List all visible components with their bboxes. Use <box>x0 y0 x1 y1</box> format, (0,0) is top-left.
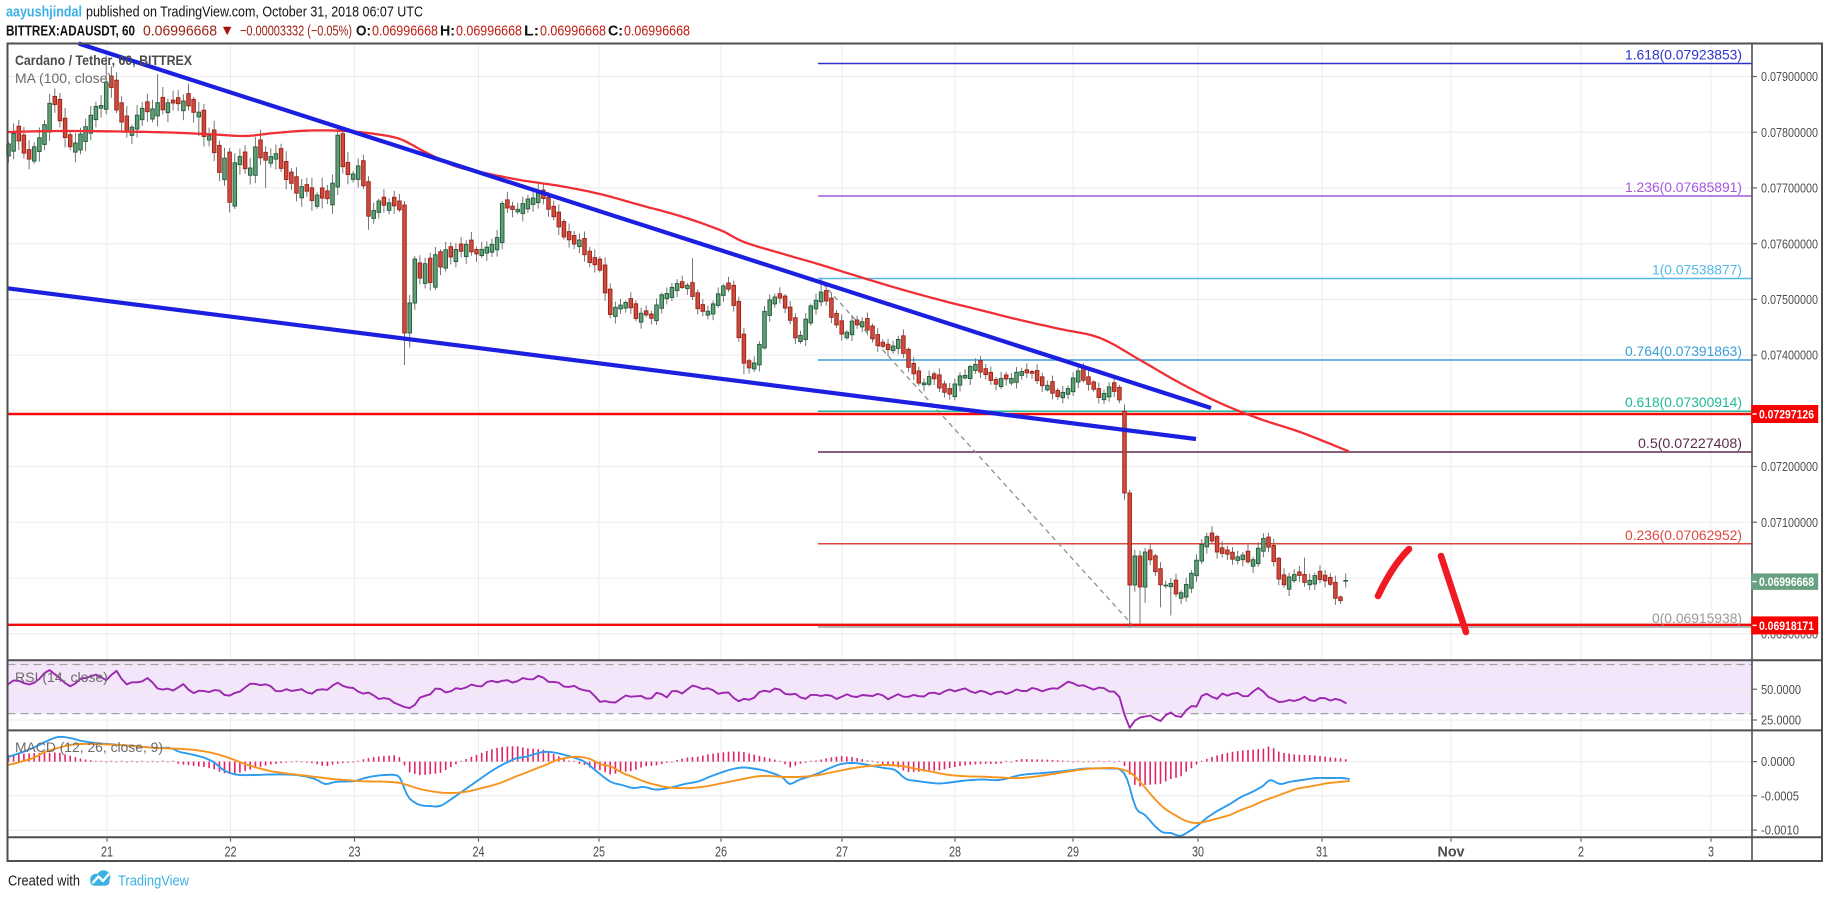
svg-text:0.07900000: 0.07900000 <box>1761 69 1818 84</box>
svg-text:0.0000: 0.0000 <box>1761 754 1795 769</box>
svg-text:H:: H: <box>440 24 455 40</box>
svg-text:30: 30 <box>1192 845 1204 861</box>
svg-text:50.0000: 50.0000 <box>1761 682 1801 697</box>
svg-text:0.07700000: 0.07700000 <box>1761 181 1818 196</box>
svg-text:C:: C: <box>608 24 623 40</box>
svg-text:25.0000: 25.0000 <box>1761 713 1801 728</box>
svg-text:1.236(0.07685891): 1.236(0.07685891) <box>1625 180 1742 196</box>
svg-text:-0.0010: -0.0010 <box>1761 823 1799 838</box>
svg-text:0.06996668: 0.06996668 <box>1759 575 1814 589</box>
svg-text:0.07800000: 0.07800000 <box>1761 125 1818 140</box>
svg-text:0.06996668: 0.06996668 <box>540 24 606 40</box>
svg-text:24: 24 <box>473 845 485 861</box>
svg-text:3: 3 <box>1708 845 1714 861</box>
svg-text:0.5(0.07227408): 0.5(0.07227408) <box>1638 436 1742 452</box>
svg-text:Created with: Created with <box>8 874 80 890</box>
svg-text:0.06996668: 0.06996668 <box>143 24 217 40</box>
svg-text:1.618(0.07923853): 1.618(0.07923853) <box>1625 48 1742 64</box>
svg-text:0.07100000: 0.07100000 <box>1761 515 1818 530</box>
svg-text:0.06996668: 0.06996668 <box>372 24 438 40</box>
svg-text:published on TradingView.com,: published on TradingView.com, October 31… <box>86 5 423 21</box>
svg-text:−0.00003332 (−0.05%): −0.00003332 (−0.05%) <box>240 24 352 40</box>
svg-text:0.764(0.07391863): 0.764(0.07391863) <box>1625 344 1742 360</box>
svg-text:Cardano / Tether, 60, BITTREX: Cardano / Tether, 60, BITTREX <box>15 53 193 68</box>
svg-text:29: 29 <box>1067 845 1079 861</box>
svg-text:-0.0005: -0.0005 <box>1761 788 1799 803</box>
svg-text:2: 2 <box>1578 845 1584 861</box>
svg-text:0.236(0.07062952): 0.236(0.07062952) <box>1625 528 1742 544</box>
svg-text:31: 31 <box>1316 845 1328 861</box>
svg-text:21: 21 <box>101 845 113 861</box>
svg-text:0.06996668: 0.06996668 <box>456 24 522 40</box>
svg-text:L:: L: <box>524 24 539 40</box>
svg-text:28: 28 <box>949 845 961 861</box>
svg-text:MACD (12, 26, close, 9): MACD (12, 26, close, 9) <box>15 740 163 755</box>
svg-text:26: 26 <box>715 845 727 861</box>
svg-text:▼: ▼ <box>220 23 234 39</box>
svg-text:22: 22 <box>225 845 237 861</box>
svg-text:0.07297126: 0.07297126 <box>1759 407 1814 421</box>
svg-text:0.07500000: 0.07500000 <box>1761 292 1818 307</box>
svg-text:23: 23 <box>349 845 361 861</box>
svg-text:Nov: Nov <box>1438 845 1465 861</box>
svg-text:0.618(0.07300914): 0.618(0.07300914) <box>1625 395 1742 411</box>
svg-text:0(0.06915938): 0(0.06915938) <box>1652 611 1742 627</box>
svg-text:aayushjindal: aayushjindal <box>6 5 82 21</box>
svg-text:25: 25 <box>593 845 605 861</box>
svg-text:0.07400000: 0.07400000 <box>1761 348 1818 363</box>
svg-text:MA (100, close): MA (100, close) <box>15 71 112 86</box>
svg-text:27: 27 <box>836 845 848 861</box>
svg-text:O:: O: <box>356 24 371 40</box>
svg-text:BITTREX:ADAUSDT, 60: BITTREX:ADAUSDT, 60 <box>6 24 135 40</box>
svg-text:1(0.07538877): 1(0.07538877) <box>1652 263 1742 279</box>
svg-text:0.07600000: 0.07600000 <box>1761 236 1818 251</box>
svg-text:0.07200000: 0.07200000 <box>1761 459 1818 474</box>
svg-text:TradingView: TradingView <box>118 873 189 890</box>
svg-text:0.06996668: 0.06996668 <box>624 24 690 40</box>
svg-text:0.06918171: 0.06918171 <box>1759 619 1814 633</box>
svg-text:RSI (14, close): RSI (14, close) <box>15 670 108 685</box>
